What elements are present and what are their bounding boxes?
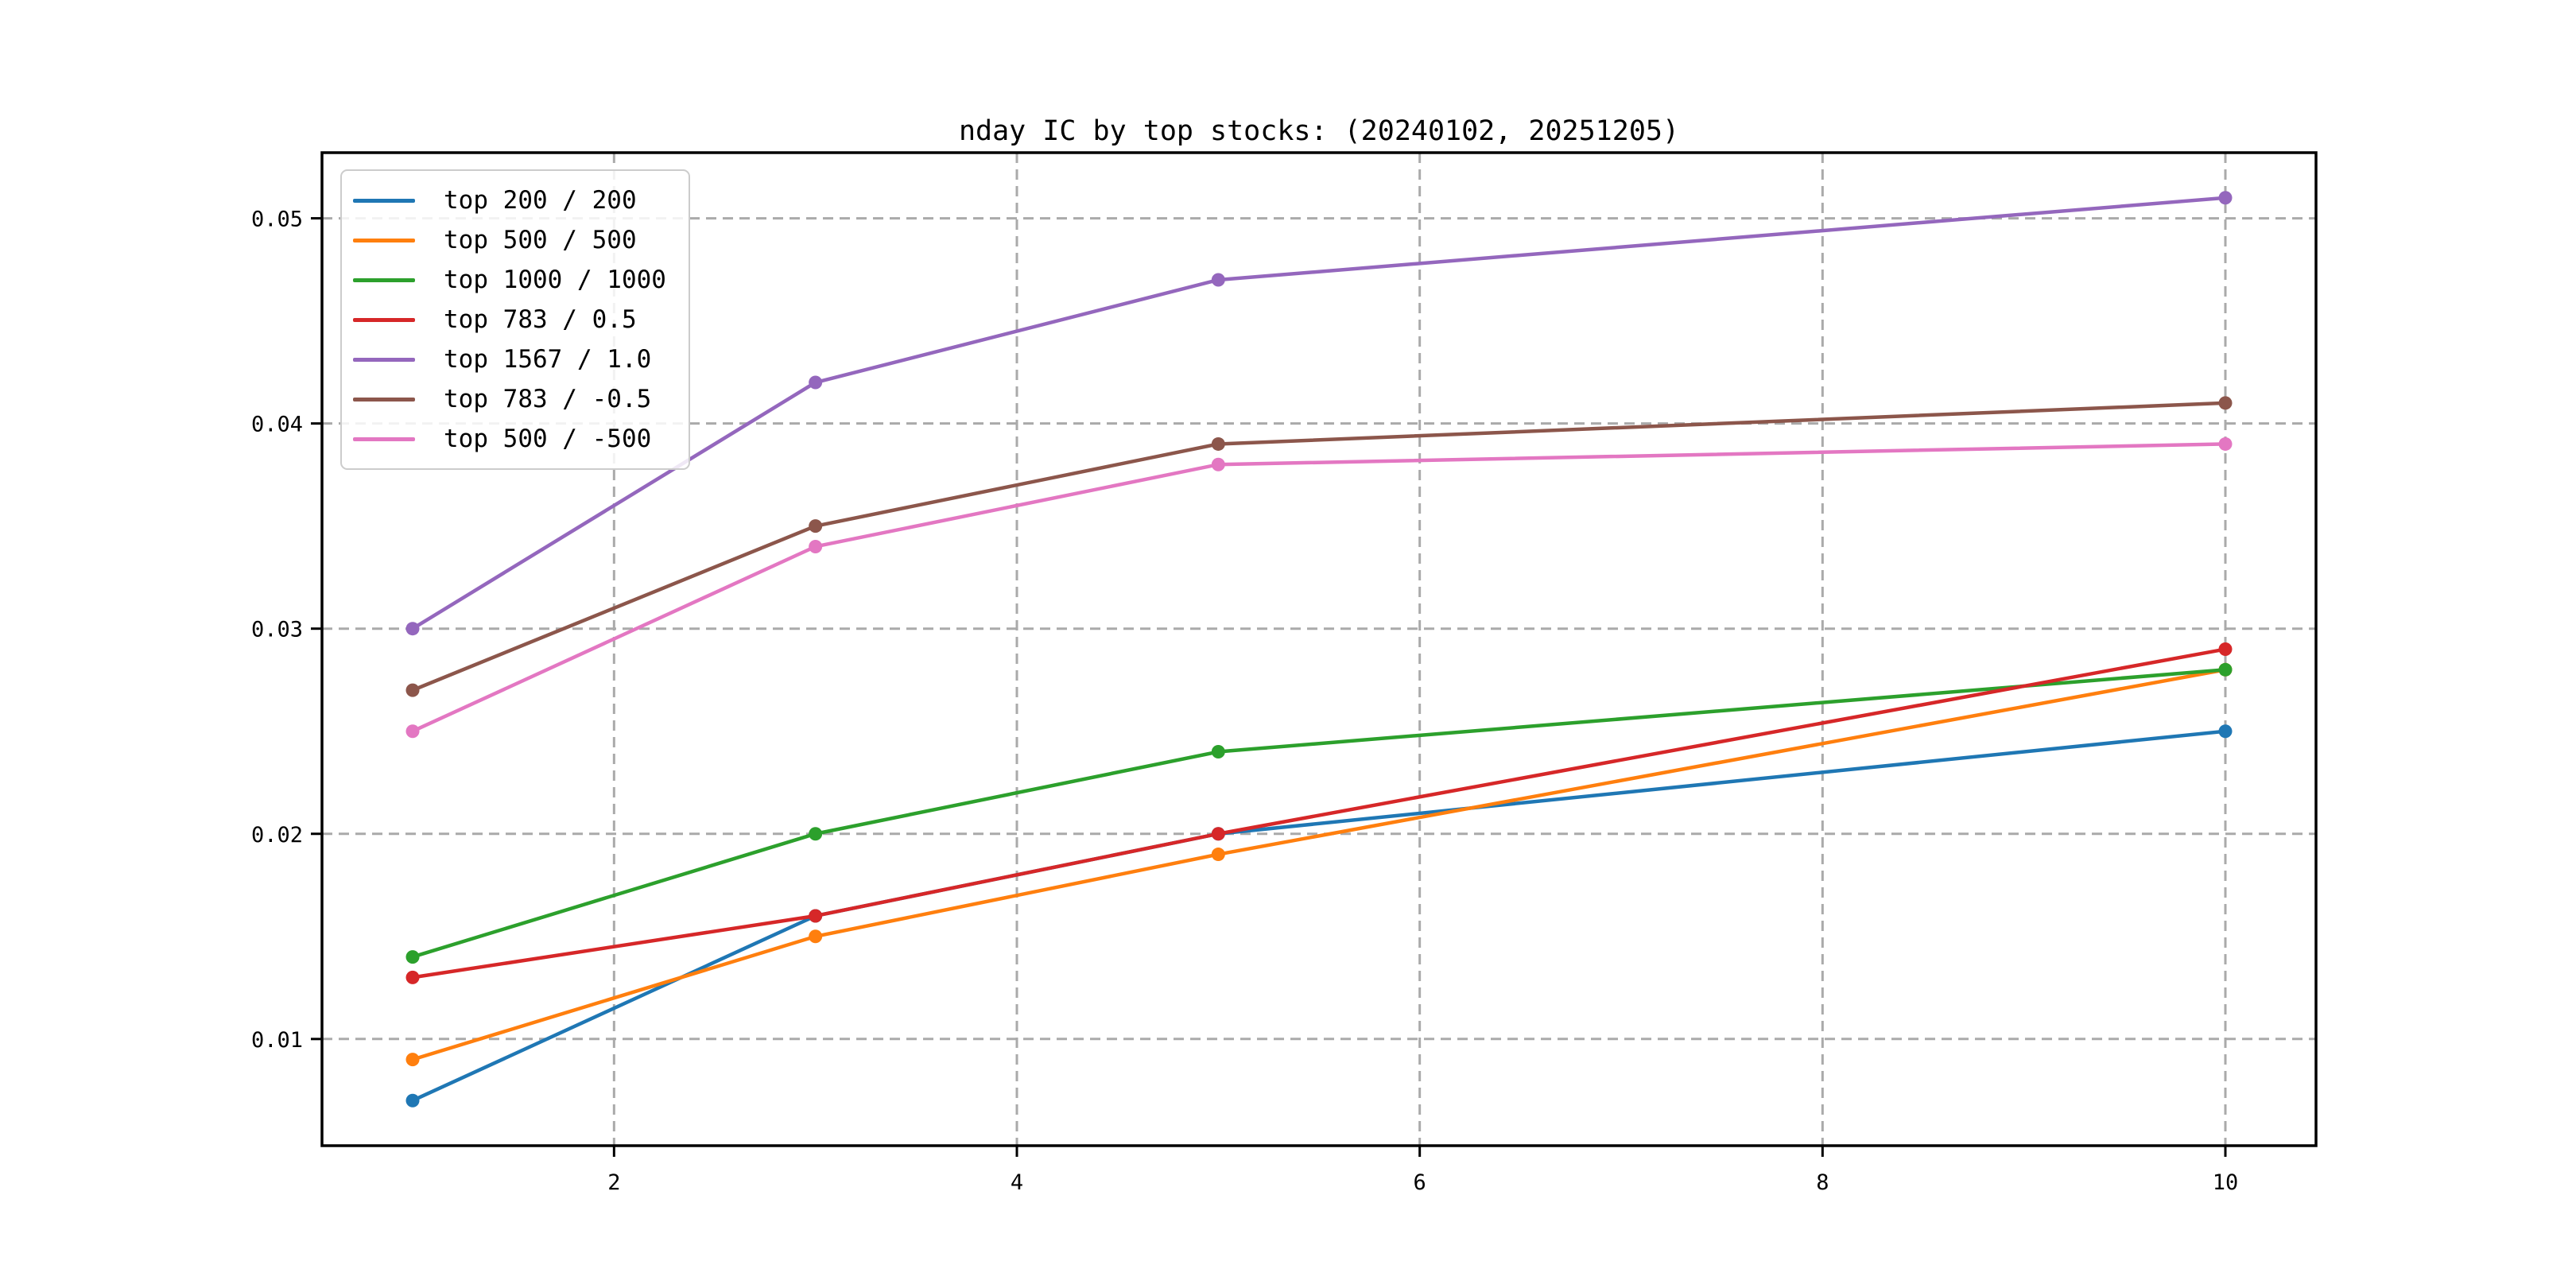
- legend-item: top 500 / 500: [353, 220, 666, 260]
- legend-label: top 1000 / 1000: [444, 265, 666, 294]
- series-line-top-783-0-5: [410, 647, 2228, 980]
- data-point-marker: [405, 622, 420, 636]
- legend-label: top 1567 / 1.0: [444, 344, 652, 374]
- data-point-marker: [809, 909, 823, 923]
- plot-border: [320, 151, 2318, 1147]
- series-line-top-1567-1-0: [410, 196, 2228, 630]
- y-tick-label: 0.04: [251, 413, 303, 437]
- data-point-marker: [405, 683, 420, 697]
- data-point-marker: [405, 950, 420, 964]
- data-point-marker: [1211, 827, 1225, 841]
- chart-legend: top 200 / 200 top 500 / 500 top 1000 / 100…: [340, 169, 690, 470]
- legend-line-swatch: [353, 317, 415, 322]
- legend-label: top 783 / -0.5: [444, 384, 652, 413]
- y-tick-label: 0.01: [251, 1028, 303, 1053]
- data-point-marker: [2218, 396, 2233, 410]
- series-line-top-500-500: [410, 442, 2228, 733]
- axes-layer: 2 4 6 8 10 0.01 0.02 0.03 0.04 0.05: [251, 151, 2318, 1195]
- series-line-top-500-500: [410, 668, 2228, 1061]
- data-point-marker: [1211, 273, 1225, 287]
- y-tick-label: 0.05: [251, 208, 303, 232]
- chart-title: nday IC by top stocks: (20240102, 202512…: [959, 115, 1679, 147]
- data-point-marker: [2218, 436, 2233, 451]
- data-point-marker: [809, 519, 823, 533]
- data-point-marker: [809, 827, 823, 841]
- legend-label: top 783 / 0.5: [444, 305, 637, 334]
- data-point-marker: [405, 1093, 420, 1108]
- legend-line-swatch: [353, 397, 415, 402]
- data-point-marker: [405, 970, 420, 984]
- data-point-marker: [405, 724, 420, 739]
- data-point-marker: [1211, 457, 1225, 471]
- legend-item: top 1000 / 1000: [353, 260, 666, 300]
- data-point-marker: [2218, 662, 2233, 677]
- legend-item: top 500 / -500: [353, 419, 666, 459]
- series-line-top-200-200: [410, 729, 2228, 1103]
- legend-label: top 500 / -500: [444, 424, 652, 453]
- legend-item: top 783 / 0.5: [353, 300, 666, 339]
- data-point-marker: [809, 375, 823, 390]
- data-point-marker: [2218, 642, 2233, 656]
- data-point-marker: [1211, 745, 1225, 759]
- data-point-marker: [1211, 848, 1225, 862]
- y-tick-label: 0.02: [251, 823, 303, 848]
- legend-line-swatch: [353, 436, 415, 441]
- legend-line-swatch: [353, 238, 415, 242]
- legend-label: top 500 / 500: [444, 225, 637, 254]
- data-point-marker: [809, 539, 823, 553]
- series-line-top-1000-1000: [410, 668, 2228, 959]
- data-point-marker: [1211, 436, 1225, 451]
- data-point-marker: [405, 1053, 420, 1067]
- data-point-marker: [2218, 724, 2233, 739]
- y-tick-label: 0.03: [251, 618, 303, 642]
- legend-line-swatch: [353, 277, 415, 282]
- legend-item: top 1567 / 1.0: [353, 339, 666, 379]
- series-line-top-783-0-5: [410, 401, 2228, 692]
- legend-item: top 200 / 200: [353, 180, 666, 220]
- x-tick-label: 2: [607, 1170, 620, 1195]
- legend-item: top 783 / -0.5: [353, 379, 666, 419]
- x-tick-label: 4: [1011, 1170, 1023, 1195]
- legend-line-swatch: [353, 198, 415, 203]
- x-tick-label: 8: [1816, 1170, 1829, 1195]
- x-tick-label: 6: [1414, 1170, 1426, 1195]
- series-layer: [405, 191, 2233, 1108]
- legend-label: top 200 / 200: [444, 185, 637, 215]
- legend-line-swatch: [353, 357, 415, 362]
- data-point-marker: [2218, 191, 2233, 205]
- data-point-marker: [809, 929, 823, 944]
- x-tick-label: 10: [2213, 1170, 2239, 1195]
